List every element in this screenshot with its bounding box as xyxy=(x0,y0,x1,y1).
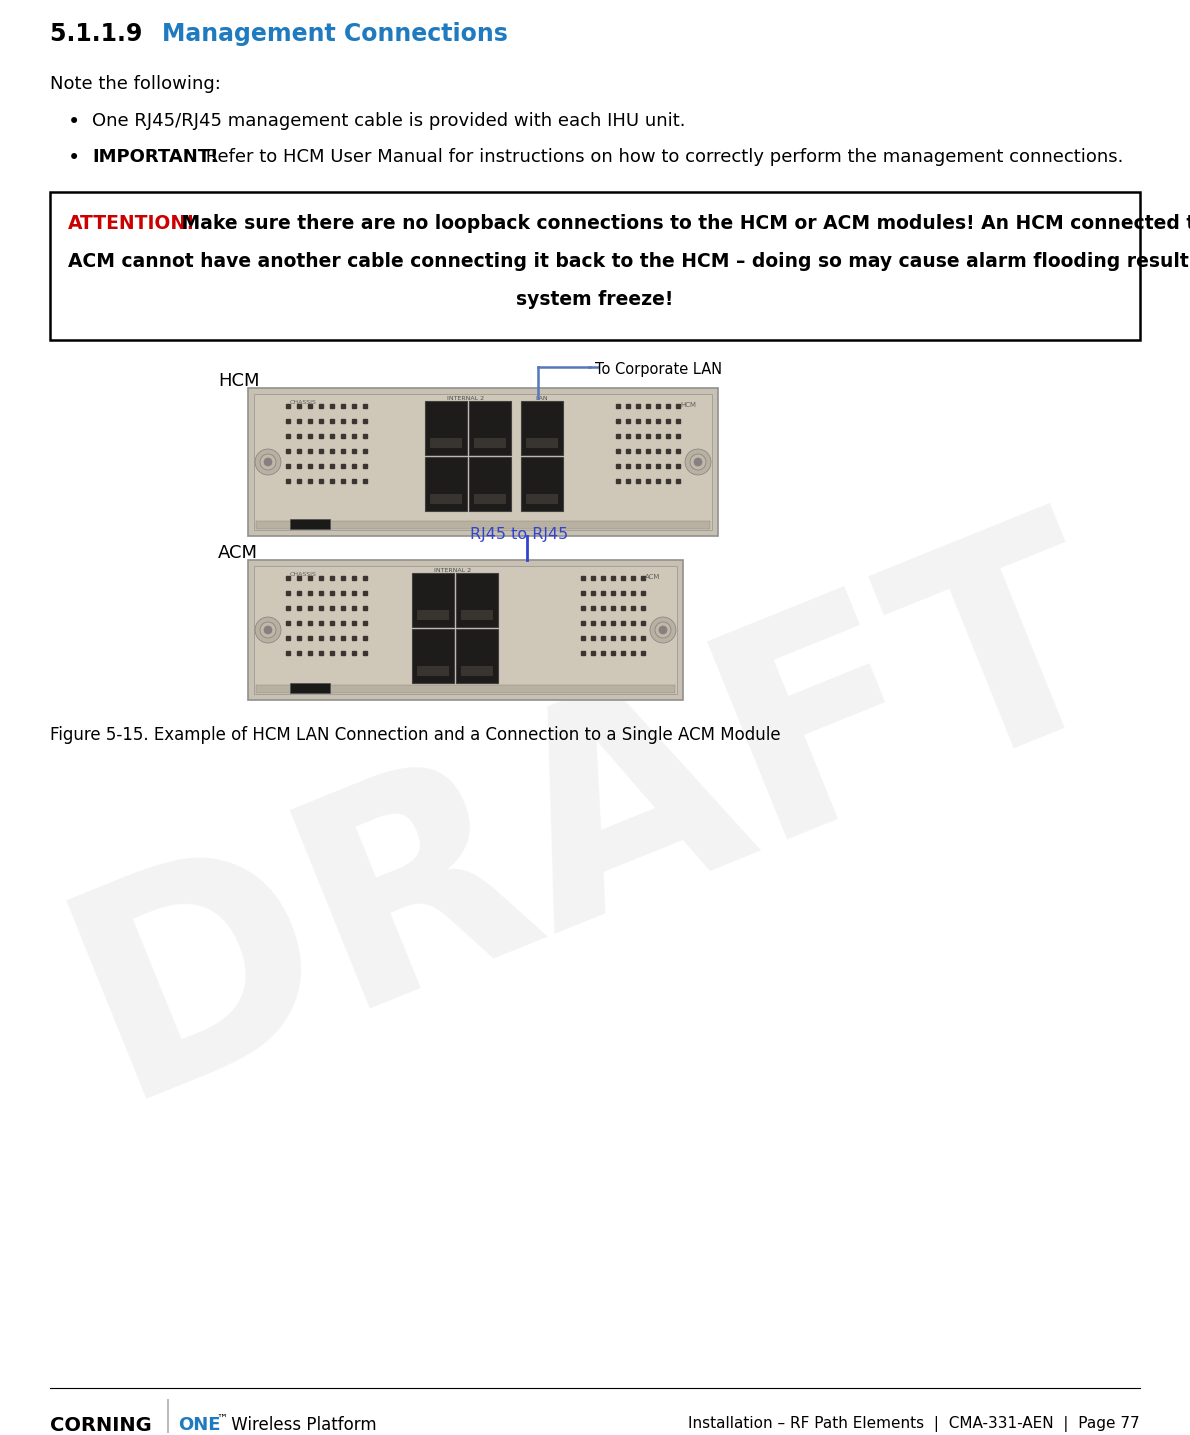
FancyBboxPatch shape xyxy=(461,666,493,676)
FancyBboxPatch shape xyxy=(256,684,675,693)
Text: INTERNAL 2: INTERNAL 2 xyxy=(447,396,484,400)
Text: system freeze!: system freeze! xyxy=(516,290,674,309)
Text: CORNING: CORNING xyxy=(50,1416,152,1435)
Circle shape xyxy=(659,626,668,634)
Text: Management Connections: Management Connections xyxy=(162,22,508,46)
FancyBboxPatch shape xyxy=(290,519,330,530)
Circle shape xyxy=(264,458,273,466)
FancyBboxPatch shape xyxy=(253,565,677,695)
Circle shape xyxy=(255,449,281,475)
Text: DRAFT: DRAFT xyxy=(37,485,1153,1155)
FancyBboxPatch shape xyxy=(469,400,511,455)
FancyBboxPatch shape xyxy=(416,666,449,676)
Circle shape xyxy=(259,621,276,639)
FancyBboxPatch shape xyxy=(253,395,712,530)
FancyBboxPatch shape xyxy=(456,573,497,627)
Text: ™: ™ xyxy=(217,1413,227,1424)
Text: •: • xyxy=(68,148,80,168)
Text: Installation – RF Path Elements  |  CMA-331-AEN  |  Page 77: Installation – RF Path Elements | CMA-33… xyxy=(688,1416,1140,1432)
Circle shape xyxy=(264,626,273,634)
FancyBboxPatch shape xyxy=(425,456,466,511)
Circle shape xyxy=(685,449,710,475)
FancyBboxPatch shape xyxy=(256,521,710,530)
Text: Note the following:: Note the following: xyxy=(50,75,221,93)
Text: Make sure there are no loopback connections to the HCM or ACM modules! An HCM co: Make sure there are no loopback connecti… xyxy=(175,214,1190,232)
Text: Wireless Platform: Wireless Platform xyxy=(226,1416,376,1434)
Circle shape xyxy=(255,617,281,643)
FancyBboxPatch shape xyxy=(430,494,462,504)
Text: HCM: HCM xyxy=(218,372,259,390)
Text: CHASSIS: CHASSIS xyxy=(290,400,317,405)
Text: INTERNAL 2: INTERNAL 2 xyxy=(434,568,471,573)
FancyBboxPatch shape xyxy=(412,629,455,683)
FancyBboxPatch shape xyxy=(248,387,718,537)
Text: ONE: ONE xyxy=(178,1416,220,1434)
Circle shape xyxy=(694,458,702,466)
FancyBboxPatch shape xyxy=(474,438,506,448)
FancyBboxPatch shape xyxy=(412,573,455,627)
Circle shape xyxy=(690,453,706,471)
FancyBboxPatch shape xyxy=(526,438,558,448)
Text: CHASSIS: CHASSIS xyxy=(290,573,317,577)
Text: 5.1.1.9: 5.1.1.9 xyxy=(50,22,175,46)
FancyBboxPatch shape xyxy=(248,560,683,700)
Text: •: • xyxy=(68,112,80,132)
Circle shape xyxy=(654,621,671,639)
FancyBboxPatch shape xyxy=(430,438,462,448)
FancyBboxPatch shape xyxy=(425,400,466,455)
Text: To Corporate LAN: To Corporate LAN xyxy=(595,362,722,377)
Text: ACM cannot have another cable connecting it back to the HCM – doing so may cause: ACM cannot have another cable connecting… xyxy=(68,253,1190,271)
FancyBboxPatch shape xyxy=(456,629,497,683)
FancyBboxPatch shape xyxy=(526,494,558,504)
Text: LAN: LAN xyxy=(536,396,549,400)
Text: ACM: ACM xyxy=(645,574,660,580)
FancyBboxPatch shape xyxy=(521,456,563,511)
FancyBboxPatch shape xyxy=(474,494,506,504)
Circle shape xyxy=(259,453,276,471)
Text: Refer to HCM User Manual for instructions on how to correctly perform the manage: Refer to HCM User Manual for instruction… xyxy=(200,148,1123,166)
FancyBboxPatch shape xyxy=(461,610,493,620)
FancyBboxPatch shape xyxy=(521,400,563,455)
Text: ACM: ACM xyxy=(218,544,258,563)
Text: IMPORTANT!: IMPORTANT! xyxy=(92,148,218,166)
FancyBboxPatch shape xyxy=(290,683,330,693)
FancyBboxPatch shape xyxy=(469,456,511,511)
Circle shape xyxy=(650,617,676,643)
FancyBboxPatch shape xyxy=(416,610,449,620)
FancyBboxPatch shape xyxy=(50,192,1140,340)
Text: ATTENTION!: ATTENTION! xyxy=(68,214,195,232)
Text: One RJ45/RJ45 management cable is provided with each IHU unit.: One RJ45/RJ45 management cable is provid… xyxy=(92,112,685,131)
Text: HCM: HCM xyxy=(679,402,696,408)
Text: RJ45 to RJ45: RJ45 to RJ45 xyxy=(470,527,569,542)
Text: Figure 5-15. Example of HCM LAN Connection and a Connection to a Single ACM Modu: Figure 5-15. Example of HCM LAN Connecti… xyxy=(50,726,781,743)
